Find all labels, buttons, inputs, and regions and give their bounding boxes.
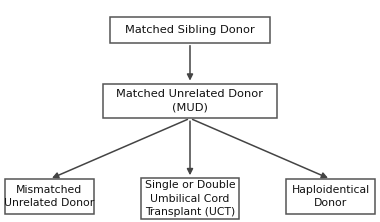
FancyBboxPatch shape <box>103 84 277 118</box>
Text: Haploidentical
Donor: Haploidentical Donor <box>291 185 370 208</box>
Text: Single or Double
Umbilical Cord
Transplant (UCT): Single or Double Umbilical Cord Transpla… <box>145 180 235 217</box>
Text: Mismatched
Unrelated Donor: Mismatched Unrelated Donor <box>4 185 95 208</box>
FancyBboxPatch shape <box>5 179 94 214</box>
Text: Matched Unrelated Donor
(MUD): Matched Unrelated Donor (MUD) <box>117 89 263 113</box>
FancyBboxPatch shape <box>286 179 375 214</box>
FancyBboxPatch shape <box>110 17 270 43</box>
Text: Matched Sibling Donor: Matched Sibling Donor <box>125 25 255 35</box>
FancyBboxPatch shape <box>141 178 239 219</box>
